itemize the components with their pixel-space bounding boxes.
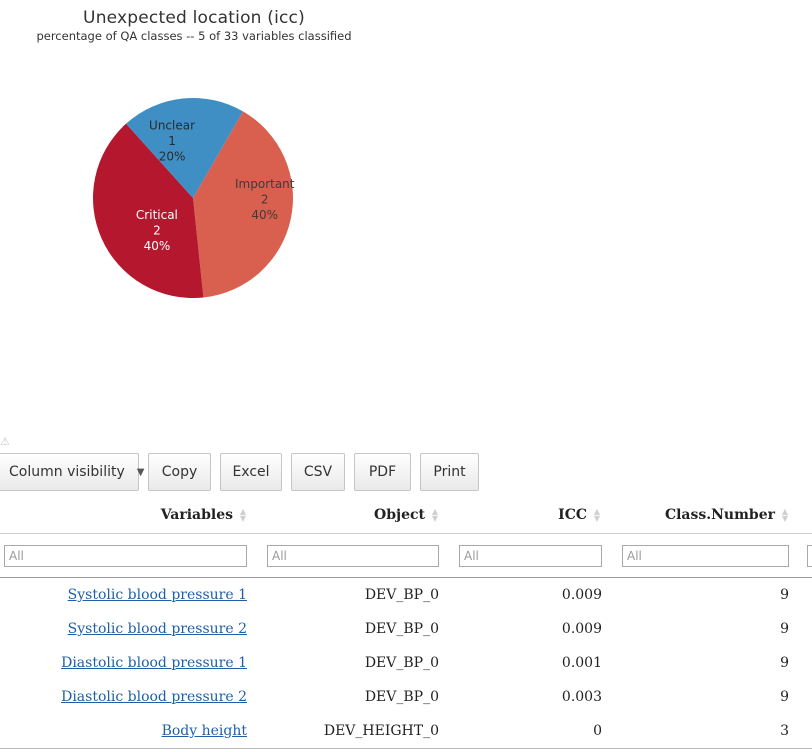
cell-icc: 0	[593, 723, 602, 739]
table-header-row: Variables ▲ ▼ Object ▲ ▼ ICC ▲ ▼ Class.Numb…	[0, 496, 812, 534]
table-row: Body height DEV_HEIGHT_0 0 3	[0, 714, 812, 748]
table-row: Diastolic blood pressure 2 DEV_BP_0 0.00…	[0, 680, 812, 714]
column-header-object[interactable]: Object ▲ ▼	[262, 496, 439, 534]
table-body: Systolic blood pressure 1 DEV_BP_0 0.009…	[0, 578, 812, 748]
cell-object: DEV_HEIGHT_0	[323, 723, 439, 739]
pie-slice-label-line: 40%	[251, 208, 278, 222]
warning-icon: ⚠	[0, 435, 10, 448]
table-bottom-border	[0, 748, 812, 749]
cell-object: DEV_BP_0	[364, 621, 439, 637]
chart-subtitle: percentage of QA classes -- 5 of 33 vari…	[36, 29, 352, 43]
pie-slice-label-line: 2	[153, 224, 161, 238]
cell-variable: Diastolic blood pressure 2	[0, 680, 247, 714]
pie-slice-label-important: Important 2 40%	[235, 177, 295, 222]
sort-icon: ▲ ▼	[239, 506, 247, 523]
pie-slice-label-critical: Critical 2 40%	[136, 208, 178, 253]
pie-slice-critical	[93, 123, 204, 298]
pie-slice-label-line: 40%	[144, 239, 171, 253]
filter-input-icc[interactable]	[459, 545, 602, 567]
caret-down-icon: ▼	[136, 466, 145, 478]
pie-slice-label-line: Unclear	[149, 118, 195, 132]
pie-slice-label-line: Important	[235, 177, 295, 191]
export-toolbar: Column visibility ▼ Copy Excel CSV PDF P…	[0, 453, 479, 491]
cell-class-number: 9	[780, 655, 789, 671]
variable-link[interactable]: Systolic blood pressure 2	[67, 621, 247, 637]
column-header-icc[interactable]: ICC ▲ ▼	[455, 496, 601, 534]
copy-button[interactable]: Copy	[148, 453, 211, 491]
cell-class-number: 9	[780, 689, 789, 705]
csv-button[interactable]: CSV	[291, 453, 345, 491]
cell-variable: Diastolic blood pressure 1	[0, 646, 247, 680]
cell-variable: Systolic blood pressure 2	[0, 612, 247, 646]
table-row: Diastolic blood pressure 1 DEV_BP_0 0.00…	[0, 646, 812, 680]
variable-link[interactable]: Systolic blood pressure 1	[67, 587, 247, 603]
table-row: Systolic blood pressure 1 DEV_BP_0 0.009…	[0, 578, 812, 612]
sort-icon: ▲ ▼	[431, 506, 439, 523]
column-visibility-label: Column visibility	[9, 464, 125, 480]
column-header-variables[interactable]: Variables ▲ ▼	[0, 496, 247, 534]
variable-link[interactable]: Body height	[161, 723, 247, 739]
pdf-button[interactable]: PDF	[354, 453, 411, 491]
cell-variable: Systolic blood pressure 1	[0, 578, 247, 612]
column-header-class-number[interactable]: Class.Number ▲ ▼	[615, 496, 789, 534]
cell-class-number: 3	[780, 723, 789, 739]
cell-class-number: 9	[780, 621, 789, 637]
cell-icc: 0.009	[561, 587, 602, 603]
column-header-label: Variables	[160, 507, 233, 523]
variable-link[interactable]: Diastolic blood pressure 2	[61, 689, 247, 705]
excel-button[interactable]: Excel	[220, 453, 282, 491]
column-header-label: Object	[374, 507, 425, 523]
sort-icon: ▲ ▼	[781, 506, 789, 523]
pie-chart: Important 2 40%Critical 2 40%Unclear 1 20%	[93, 98, 295, 298]
pie-slice-label-line: 20%	[159, 149, 186, 163]
pie-slice-label-unclear: Unclear 1 20%	[149, 118, 195, 163]
pie-slice-label-line: 1	[168, 134, 176, 148]
column-header-label: Class.Number	[664, 507, 775, 523]
cell-icc: 0.009	[561, 621, 602, 637]
variable-link[interactable]: Diastolic blood pressure 1	[61, 655, 247, 671]
chart-title: Unexpected location (icc)	[83, 8, 305, 28]
column-header-label: ICC	[558, 507, 587, 523]
column-visibility-button[interactable]: Column visibility ▼	[0, 453, 144, 491]
cell-object: DEV_BP_0	[364, 655, 439, 671]
cell-object: DEV_BP_0	[364, 689, 439, 705]
filter-input-object[interactable]	[267, 545, 439, 567]
filter-input-variables[interactable]	[4, 545, 247, 567]
print-button[interactable]: Print	[420, 453, 479, 491]
cell-object: DEV_BP_0	[364, 587, 439, 603]
pie-slice-label-line: Critical	[136, 208, 178, 222]
cell-variable: Body height	[0, 714, 247, 748]
cell-icc: 0.003	[561, 689, 602, 705]
filter-input-extra[interactable]	[807, 545, 812, 567]
table-row: Systolic blood pressure 2 DEV_BP_0 0.009…	[0, 612, 812, 646]
filter-input-class-number[interactable]	[622, 545, 789, 567]
pie-slice-important	[193, 111, 293, 298]
pie-slice-unclear	[126, 98, 243, 198]
cell-class-number: 9	[780, 587, 789, 603]
table-filter-row	[0, 534, 812, 578]
sort-icon: ▲ ▼	[593, 506, 601, 523]
cell-icc: 0.001	[561, 655, 602, 671]
pie-slice-label-line: 2	[261, 192, 269, 206]
